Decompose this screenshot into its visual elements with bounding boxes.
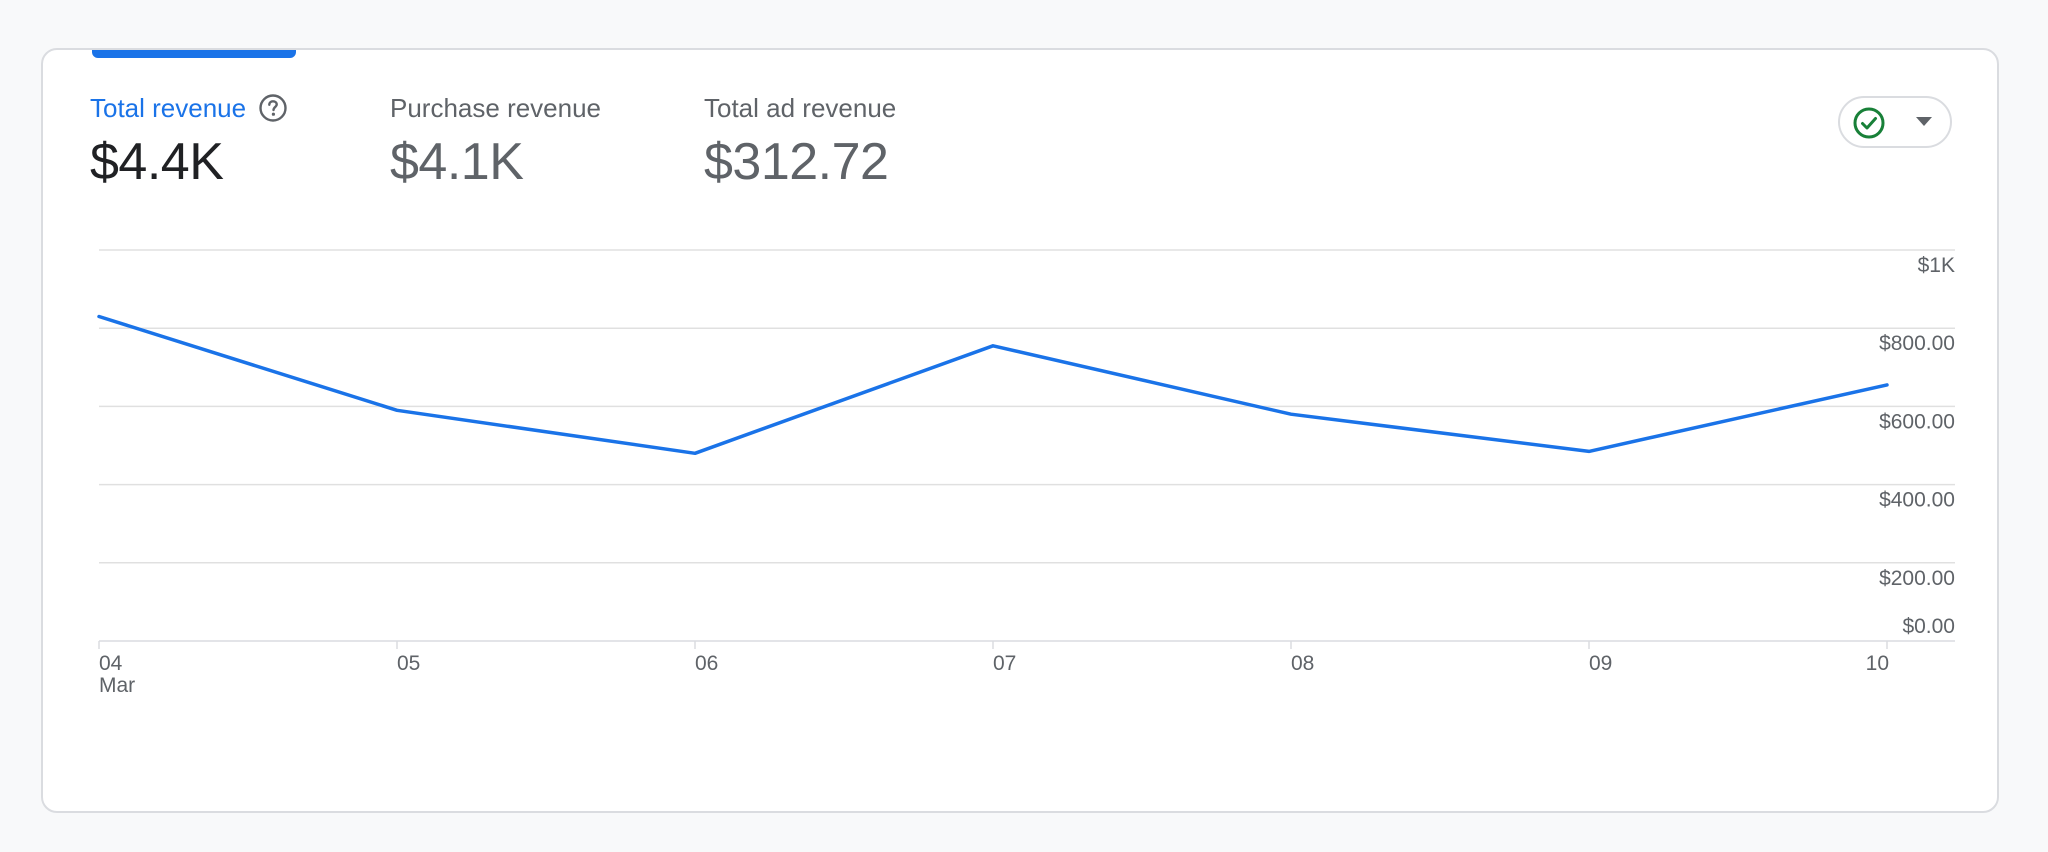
metric-total-revenue[interactable]: Total revenue $4.4K [90, 90, 288, 192]
revenue-card: Total revenue $4.4K Purchase revenue $4.… [41, 48, 1999, 813]
y-tick-label: $800.00 [1879, 332, 1955, 355]
x-tick-label: 05 [397, 652, 420, 675]
metric-value: $4.4K [90, 133, 224, 191]
check-circle-icon [1853, 107, 1885, 139]
metric-purchase-revenue[interactable]: Purchase revenue $4.1K [390, 90, 601, 192]
x-tick-label: 07 [993, 652, 1016, 675]
metric-label-container: Total revenue [90, 90, 288, 126]
help-icon[interactable] [258, 93, 288, 123]
y-tick-label: $200.00 [1879, 567, 1955, 590]
y-tick-label: $1K [1918, 254, 1955, 277]
metric-label-container: Purchase revenue [390, 90, 601, 126]
active-tab-indicator [92, 50, 296, 58]
x-month-label: Mar [99, 674, 135, 697]
x-tick-label: 08 [1291, 652, 1314, 675]
x-tick-label: 06 [695, 652, 718, 675]
metric-total-ad-revenue[interactable]: Total ad revenue $312.72 [704, 90, 896, 192]
metric-value: $312.72 [704, 133, 889, 191]
metric-label-container: Total ad revenue [704, 90, 896, 126]
revenue-line-chart: $1K $800.00 $600.00 $400.00 $200.00 $0.00 04 05… [97, 249, 1955, 697]
revenue-series-line [97, 314, 1889, 456]
caret-down-icon [1916, 117, 1932, 126]
metric-label: Purchase revenue [390, 92, 602, 123]
status-dropdown-button[interactable] [1838, 96, 1952, 148]
y-tick-label: $0.00 [1902, 615, 1955, 638]
x-tick-label: 04 [99, 652, 123, 675]
metric-label: Total revenue [90, 92, 247, 123]
y-tick-label: $400.00 [1879, 489, 1955, 512]
x-tick-label: 10 [1866, 652, 1889, 675]
metric-value: $4.1K [390, 133, 524, 191]
metric-label: Total ad revenue [704, 92, 897, 123]
y-tick-label: $600.00 [1879, 410, 1955, 433]
x-tick-label: 09 [1589, 652, 1612, 675]
